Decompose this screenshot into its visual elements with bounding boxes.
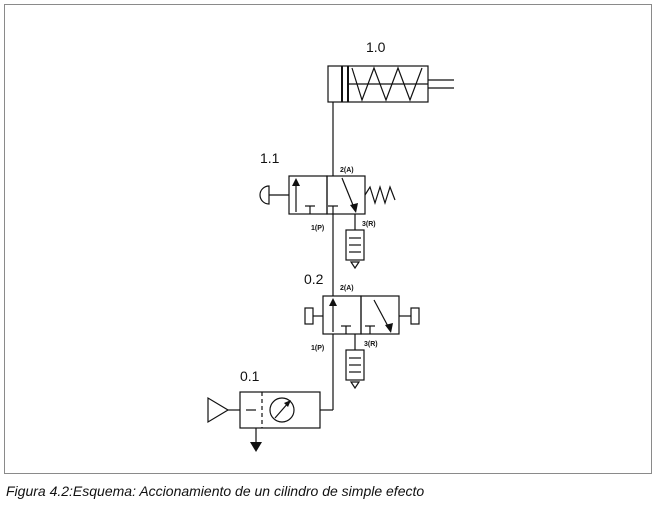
pressure-source-icon — [207, 396, 230, 424]
port-label: 3(R) — [364, 341, 378, 348]
air-service-unit — [207, 391, 321, 452]
drain-icon — [250, 442, 262, 452]
unit-0-1-label: 0.1 — [240, 368, 260, 384]
valve-3-2-plunger — [304, 295, 420, 335]
pushbutton-icon — [259, 185, 289, 205]
cylinder-label: 1.0 — [366, 39, 386, 55]
exhaust-silencer-icon — [345, 334, 365, 390]
port-label: 2(A) — [340, 167, 354, 174]
spring-icon — [364, 184, 396, 206]
port-label: 1(P) — [311, 345, 324, 352]
pressure-gauge-icon — [269, 397, 295, 423]
valve-1-1-label: 1.1 — [260, 150, 280, 166]
plunger-icon — [399, 307, 420, 325]
valve-3-2-pushbutton — [259, 175, 396, 215]
port-label: 1(P) — [311, 225, 324, 232]
valve-0-2-label: 0.2 — [304, 271, 324, 287]
port-label: 2(A) — [340, 285, 354, 292]
return-spring-icon — [351, 66, 423, 102]
pneumatic-schematic: 1.0 1.1 0.2 0.1 2(A) 1(P) 3(R) 2(A) 1(P)… — [207, 39, 454, 452]
single-acting-cylinder — [327, 65, 454, 103]
plunger-icon — [304, 307, 323, 325]
exhaust-silencer-icon — [345, 214, 365, 270]
port-label: 3(R) — [362, 221, 376, 228]
figure-caption: Figura 4.2:Esquema: Accionamiento de un … — [6, 483, 425, 499]
